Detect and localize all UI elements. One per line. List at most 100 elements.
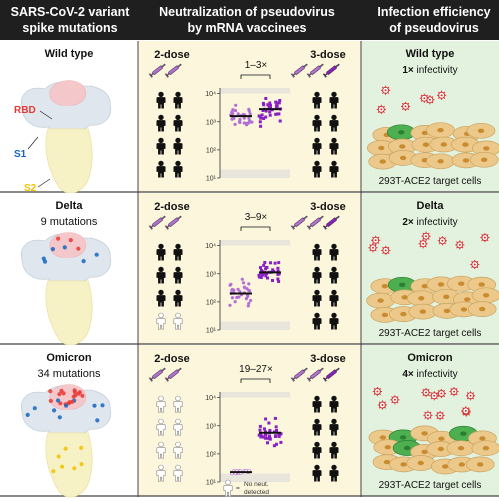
header-spike-line1: SARS-CoV-2 variant bbox=[11, 5, 131, 19]
virion-icon bbox=[437, 235, 448, 246]
three-dose-point bbox=[277, 435, 281, 438]
cell-nucleus bbox=[437, 159, 444, 164]
mutation-count: 34 mutations bbox=[38, 368, 101, 380]
virion-icon bbox=[419, 93, 430, 104]
header-spike-line2: spike mutations bbox=[22, 21, 117, 35]
spike-protein-image bbox=[20, 232, 112, 346]
three-dose-point bbox=[275, 442, 278, 446]
three-dose-point bbox=[274, 100, 278, 104]
cell-nucleus bbox=[421, 284, 428, 289]
cell-nucleus bbox=[460, 307, 468, 312]
three-dose-point bbox=[265, 266, 268, 269]
legend-detected: detected bbox=[244, 489, 269, 496]
cell-nucleus bbox=[438, 436, 445, 441]
virion-icon bbox=[465, 390, 476, 401]
three-dose-point bbox=[275, 429, 278, 432]
cell-nucleus bbox=[403, 445, 411, 451]
cell-nucleus bbox=[482, 293, 490, 298]
header-infection-line1: Infection efficiency bbox=[377, 5, 490, 19]
mutation-dot bbox=[62, 245, 67, 250]
virion-icon bbox=[389, 394, 400, 405]
mutation-dot bbox=[32, 406, 37, 411]
virion-icon bbox=[429, 390, 440, 401]
upper-limit-band bbox=[220, 240, 290, 246]
header-infection-line2: of pseudovirus bbox=[389, 21, 479, 35]
mutation-dot bbox=[25, 412, 30, 417]
cell-nucleus bbox=[442, 464, 449, 469]
three-dose-point bbox=[258, 433, 262, 436]
cell-nucleus bbox=[479, 436, 486, 441]
cell-nucleus bbox=[479, 306, 486, 312]
three-dose-point bbox=[266, 276, 269, 280]
virion-icon bbox=[376, 104, 387, 115]
three-dose-point bbox=[273, 261, 277, 265]
variant-row-0: Wild type RBD S1 S2 2-dose 3-dose 10¹ 10² 10³ 10⁴… bbox=[0, 41, 499, 194]
mutation-dot bbox=[57, 415, 62, 420]
virion-icon bbox=[372, 386, 383, 397]
cell-nucleus bbox=[379, 435, 387, 440]
mutation-dot bbox=[57, 392, 62, 397]
virion-icon bbox=[380, 85, 391, 96]
upper-limit-band bbox=[220, 88, 290, 94]
virion-icon bbox=[418, 238, 429, 249]
three-dose-point bbox=[271, 279, 274, 282]
three-dose-point bbox=[271, 268, 275, 272]
cell-nucleus bbox=[399, 144, 406, 149]
mutation-dot bbox=[50, 247, 56, 252]
virion-icon bbox=[436, 388, 447, 399]
variant-name: Omicron bbox=[46, 352, 92, 364]
virion-icon bbox=[422, 410, 433, 421]
mutation-dot bbox=[71, 394, 76, 399]
y-tick-label: 10² bbox=[206, 451, 217, 458]
three-dose-point bbox=[277, 433, 281, 437]
three-dose-point bbox=[273, 434, 277, 438]
mutation-dot bbox=[56, 454, 61, 459]
virion-icon bbox=[400, 101, 411, 112]
y-tick-label: 10³ bbox=[206, 271, 217, 278]
infectivity-word: infectivity bbox=[414, 369, 458, 380]
y-tick-label: 10¹ bbox=[206, 480, 217, 487]
cell-nucleus bbox=[400, 462, 407, 467]
cell-nucleus bbox=[458, 462, 465, 467]
cell-nucleus bbox=[440, 142, 447, 147]
two-dose-point bbox=[248, 112, 252, 116]
mutation-dot bbox=[61, 391, 66, 396]
mutation-dot bbox=[63, 446, 68, 451]
three-dose-point bbox=[277, 272, 281, 276]
virion-icon bbox=[479, 232, 490, 243]
two-dose-point bbox=[246, 304, 250, 308]
three-dose-label: 3-dose bbox=[310, 201, 345, 213]
three-dose-point bbox=[258, 120, 262, 124]
mutation-dot bbox=[80, 393, 85, 398]
virion-icon bbox=[435, 410, 446, 421]
infection-variant-name: Wild type bbox=[406, 48, 455, 60]
y-tick-label: 10⁴ bbox=[205, 395, 216, 402]
cell-nucleus bbox=[483, 146, 490, 151]
cell-nucleus bbox=[421, 449, 428, 455]
header-bar bbox=[0, 0, 499, 40]
mutation-dot bbox=[79, 462, 84, 467]
two-dose-point bbox=[247, 288, 251, 293]
virion-icon bbox=[454, 239, 465, 250]
three-dose-point bbox=[264, 97, 268, 100]
target-cells-label: 293T-ACE2 target cells bbox=[379, 328, 482, 339]
virion-icon bbox=[367, 242, 379, 253]
infectivity-word: infectivity bbox=[414, 65, 458, 76]
three-dose-point bbox=[267, 421, 271, 425]
three-dose-point bbox=[276, 269, 280, 273]
cell-nucleus bbox=[377, 298, 384, 303]
three-dose-point bbox=[260, 113, 264, 117]
two-dose-point bbox=[242, 116, 246, 120]
cell-nucleus bbox=[460, 431, 467, 436]
infection-variant-name: Delta bbox=[417, 200, 445, 212]
three-dose-point bbox=[268, 113, 272, 117]
three-dose-point bbox=[259, 435, 263, 439]
spike-protein-image bbox=[20, 384, 112, 498]
cell-nucleus bbox=[477, 462, 484, 467]
mutation-dot bbox=[58, 401, 63, 406]
rbd-pointer bbox=[39, 110, 53, 120]
virion-icon bbox=[436, 90, 447, 101]
virion-icon bbox=[370, 235, 381, 246]
two-dose-point bbox=[247, 282, 251, 286]
fold-bracket bbox=[240, 378, 271, 383]
